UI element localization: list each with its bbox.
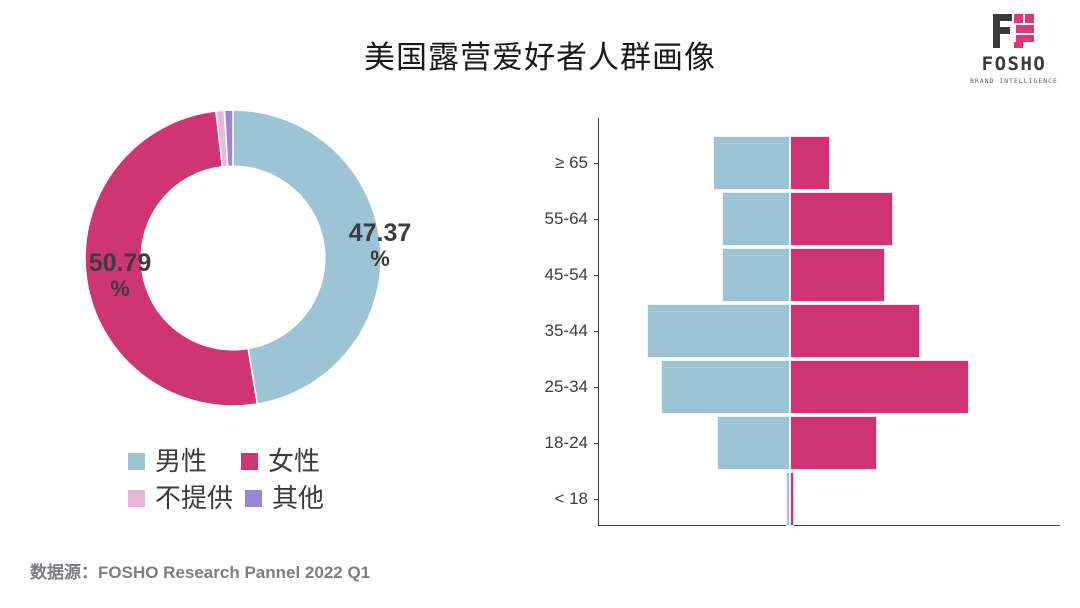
pyramid-row: 25-34 [508,360,1060,414]
pyramid-bar-male[interactable] [713,136,790,190]
pyramid-bar-male[interactable] [722,192,790,246]
donut-label-male-value: 47.37 [348,219,412,247]
donut-slice-女性[interactable] [84,110,259,407]
pyramid-bar-male[interactable] [786,472,790,526]
fosho-logo-mark [993,14,1034,48]
donut-label-male-unit: % [370,245,390,271]
pyramid-bar-female[interactable] [790,192,893,246]
legend-swatch-female-icon [241,452,259,470]
pyramid-bar-female[interactable] [790,472,794,526]
legend-swatch-male-icon [128,452,145,470]
pyramid-tick-mark [594,387,599,388]
pyramid-tick-mark [594,443,599,444]
pyramid-tick-mark [594,219,599,220]
pyramid-tick-mark [594,331,599,332]
legend-swatch-not-provided-icon [128,489,145,507]
donut-label-male: 47.37 % [330,220,430,270]
pyramid-tick-mark [594,163,599,164]
pyramid-row: 18-24 [508,416,1060,470]
page-title: 美国露营爱好者人群画像 [364,40,716,75]
pyramid-row: 45-54 [508,248,1060,302]
pyramid-tick-label: ≥ 65 [555,153,588,172]
pyramid-bar-male[interactable] [722,248,790,302]
pyramid-bar-female[interactable] [790,416,877,470]
brand-logo: FOSHO BRAND INTELLIGENCE [966,12,1062,85]
logo-wordmark: FOSHO [981,53,1047,75]
donut-label-female-unit: % [110,275,130,301]
donut-slice-其他[interactable] [223,109,234,168]
logo-tagline: BRAND INTELLIGENCE [970,78,1058,85]
legend-label-female: 女性 [268,446,321,476]
pyramid-tick-label: 18-24 [544,433,588,452]
age-gender-pyramid-panel: ≥ 65 55-64 45-54 35-44 25-34 18-24 < 18 [508,118,1060,538]
legend-swatch-other-icon [245,489,263,507]
pyramid-bar-female[interactable] [790,136,830,190]
pyramid-bar-male[interactable] [647,304,790,358]
pyramid-tick-label: 25-34 [544,377,588,396]
legend-label-male: 男性 [155,446,208,476]
pyramid-bar-male[interactable] [661,360,790,414]
donut-label-female: 50.79 % [70,250,170,300]
source-note: 数据源：FOSHO Research Pannel 2022 Q1 [30,563,371,582]
legend-item-female[interactable]: 女性 [241,448,320,474]
pyramid-y-axis-line [598,118,599,526]
donut-label-female-value: 50.79 [88,249,152,277]
legend-item-male[interactable]: 男性 [128,448,207,474]
pyramid-bar-female[interactable] [790,304,920,358]
pyramid-row: 35-44 [508,304,1060,358]
legend-label-other: 其他 [272,483,325,513]
legend-item-other[interactable]: 其他 [245,485,324,511]
pyramid-tick-label: 45-54 [544,265,588,284]
pyramid-row: 55-64 [508,192,1060,246]
legend-row-2: 不提供 其他 [128,485,418,511]
pyramid-x-axis-line [598,525,1060,526]
gender-donut-chart [84,109,382,407]
pyramid-bar-female[interactable] [790,360,969,414]
pyramid-tick-label: 55-64 [544,209,588,228]
pyramid-row: ≥ 65 [508,136,1060,190]
legend-label-not-provided: 不提供 [155,483,234,513]
pyramid-tick-label: < 18 [554,489,588,508]
pyramid-bar-female[interactable] [790,248,885,302]
donut-legend: 男性 女性 不提供 其他 [128,448,418,522]
legend-row-1: 男性 女性 [128,448,418,474]
gender-donut-panel: 50.79 % 47.37 % 男性 女性 不提供 其他 [58,108,478,558]
pyramid-bar-male[interactable] [717,416,790,470]
pyramid-row: < 18 [508,472,1060,526]
legend-item-not-provided[interactable]: 不提供 [128,485,233,511]
pyramid-tick-mark [594,275,599,276]
pyramid-tick-mark [594,499,599,500]
donut-slice-男性[interactable] [232,109,382,405]
pyramid-tick-label: 35-44 [544,321,588,340]
